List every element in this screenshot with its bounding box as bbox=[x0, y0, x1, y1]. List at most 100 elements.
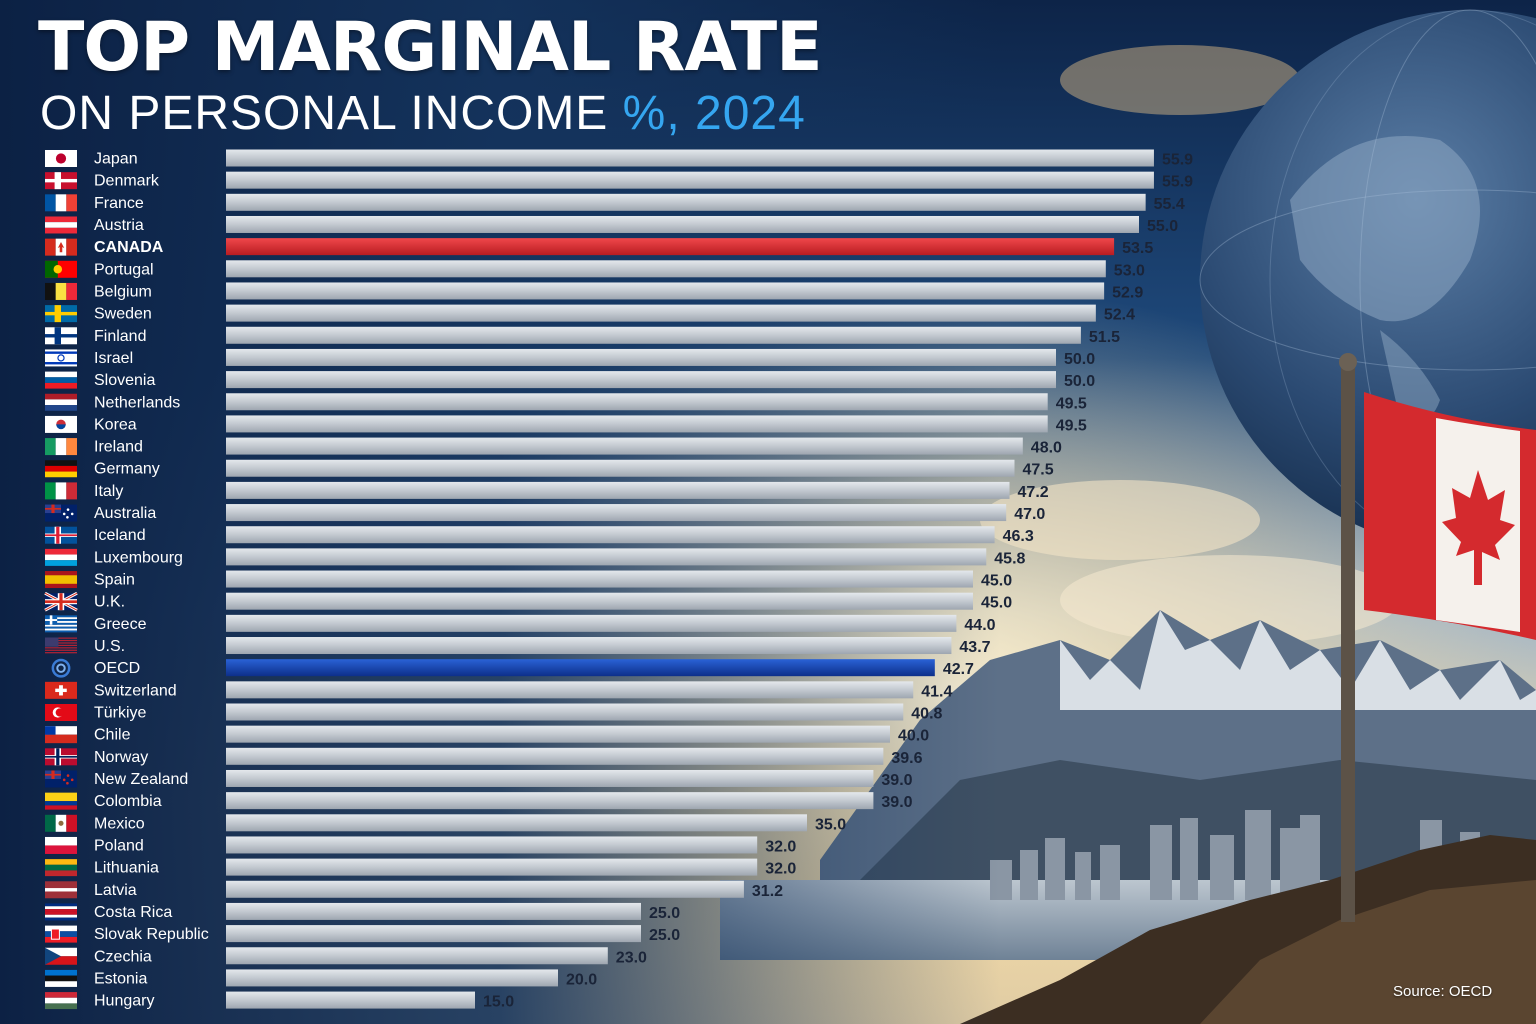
bar-finland bbox=[226, 326, 1081, 344]
norway-flag bbox=[45, 748, 77, 766]
chart-subtitle: ON PERSONAL INCOME %, 2024 bbox=[40, 86, 806, 142]
portugal-flag bbox=[45, 260, 77, 278]
category-label-u-s: U.S. bbox=[94, 638, 125, 655]
germany-flag bbox=[45, 460, 77, 478]
category-label-estonia: Estonia bbox=[94, 970, 147, 987]
bar-italy bbox=[226, 481, 1010, 499]
value-label-korea: 49.5 bbox=[1056, 417, 1087, 434]
category-label-lithuania: Lithuania bbox=[94, 860, 159, 877]
category-label-canada: CANADA bbox=[94, 239, 164, 256]
chart-title: TOP MARGINAL RATE bbox=[38, 8, 823, 87]
colombia-flag bbox=[45, 792, 77, 810]
value-label-slovak-republic: 25.0 bbox=[649, 927, 680, 944]
australia-flag bbox=[45, 504, 77, 522]
category-label-czechia: Czechia bbox=[94, 948, 152, 965]
category-label-japan: Japan bbox=[94, 151, 138, 168]
us-flag bbox=[45, 637, 77, 654]
category-label-colombia: Colombia bbox=[94, 793, 162, 810]
bar-ireland bbox=[226, 437, 1023, 455]
value-label-austria: 55.0 bbox=[1147, 218, 1178, 235]
value-label-sweden: 52.4 bbox=[1104, 307, 1135, 324]
category-label-korea: Korea bbox=[94, 416, 137, 433]
slovak-republic-flag bbox=[45, 925, 77, 943]
subtitle-main: ON PERSONAL INCOME bbox=[40, 87, 609, 140]
category-label-norway: Norway bbox=[94, 749, 148, 766]
bar-denmark bbox=[226, 171, 1154, 189]
value-label-costa-rica: 25.0 bbox=[649, 905, 680, 922]
value-label-u-k: 45.0 bbox=[981, 595, 1012, 612]
japan-flag bbox=[45, 150, 77, 167]
value-label-estonia: 20.0 bbox=[566, 971, 597, 988]
globe-icon bbox=[1199, 9, 1536, 551]
category-label-israel: Israel bbox=[94, 350, 133, 367]
bar-u-s bbox=[226, 637, 952, 655]
value-label-lithuania: 32.0 bbox=[765, 861, 796, 878]
bar-hungary bbox=[226, 991, 475, 1009]
value-label-belgium: 52.9 bbox=[1112, 284, 1143, 301]
uk-flag bbox=[44, 591, 78, 612]
category-label-germany: Germany bbox=[94, 461, 160, 478]
value-label-slovenia: 50.0 bbox=[1064, 373, 1095, 390]
value-label-czechia: 23.0 bbox=[616, 949, 647, 966]
bar-slovenia bbox=[226, 371, 1056, 389]
bar-greece bbox=[226, 614, 957, 632]
category-label-italy: Italy bbox=[94, 483, 123, 500]
belgium-flag bbox=[45, 282, 77, 300]
bar-japan bbox=[226, 149, 1154, 167]
value-label-israel: 50.0 bbox=[1064, 351, 1095, 368]
bar-chile bbox=[226, 725, 890, 743]
spain-flag bbox=[45, 571, 77, 589]
value-label-denmark: 55.9 bbox=[1162, 174, 1193, 191]
value-label-iceland: 46.3 bbox=[1003, 528, 1034, 545]
category-label-iceland: Iceland bbox=[94, 527, 146, 544]
latvia-flag bbox=[45, 881, 77, 899]
mexico-flag bbox=[45, 814, 77, 832]
bar-korea bbox=[226, 415, 1048, 433]
value-label-u-s: 43.7 bbox=[959, 639, 990, 656]
korea-flag bbox=[45, 415, 77, 433]
value-label-switzerland: 41.4 bbox=[921, 683, 952, 700]
category-label-t-rkiye: Türkiye bbox=[94, 705, 147, 722]
bar-costa-rica bbox=[226, 902, 641, 920]
costa-rica-flag bbox=[45, 903, 77, 921]
bar-australia bbox=[226, 504, 1007, 522]
czechia-flag bbox=[45, 947, 77, 965]
bar-poland bbox=[226, 836, 758, 854]
bar-canada bbox=[226, 238, 1115, 256]
finland-flag bbox=[45, 327, 77, 345]
subtitle-accent: %, 2024 bbox=[622, 87, 806, 140]
value-label-chile: 40.0 bbox=[898, 728, 929, 745]
category-label-slovenia: Slovenia bbox=[94, 372, 155, 389]
category-label-greece: Greece bbox=[94, 616, 147, 633]
bar-colombia bbox=[226, 792, 874, 810]
category-label-belgium: Belgium bbox=[94, 283, 152, 300]
category-label-australia: Australia bbox=[94, 505, 156, 522]
value-label-portugal: 53.0 bbox=[1114, 262, 1145, 279]
value-label-netherlands: 49.5 bbox=[1056, 395, 1087, 412]
value-label-mexico: 35.0 bbox=[815, 816, 846, 833]
value-label-hungary: 15.0 bbox=[483, 994, 514, 1011]
category-label-slovak-republic: Slovak Republic bbox=[94, 926, 209, 943]
bar-oecd bbox=[226, 659, 935, 677]
value-label-greece: 44.0 bbox=[964, 617, 995, 634]
value-label-canada: 53.5 bbox=[1122, 240, 1153, 257]
bar-luxembourg bbox=[226, 548, 987, 566]
category-label-hungary: Hungary bbox=[94, 993, 154, 1010]
category-label-mexico: Mexico bbox=[94, 815, 145, 832]
value-label-italy: 47.2 bbox=[1018, 484, 1049, 501]
value-label-latvia: 31.2 bbox=[752, 883, 783, 900]
bar-germany bbox=[226, 459, 1015, 477]
canada-flag-pole bbox=[1339, 353, 1536, 922]
estonia-flag bbox=[45, 969, 77, 987]
bar-new-zealand bbox=[226, 769, 874, 787]
bar-portugal bbox=[226, 260, 1106, 278]
bar-israel bbox=[226, 348, 1056, 366]
new-zealand-flag bbox=[45, 770, 77, 788]
israel-flag bbox=[45, 349, 77, 367]
category-label-france: France bbox=[94, 195, 144, 212]
italy-flag bbox=[45, 482, 77, 500]
category-label-finland: Finland bbox=[94, 328, 146, 345]
ireland-flag bbox=[45, 438, 77, 456]
bar-spain bbox=[226, 570, 973, 588]
